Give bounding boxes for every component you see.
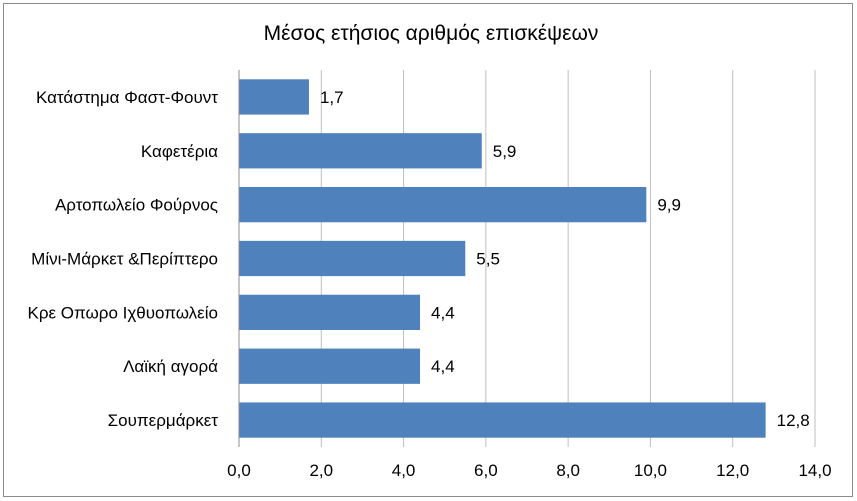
bar: [239, 294, 421, 330]
bar: [239, 348, 421, 384]
category-label: Σουπερμάρκετ: [108, 411, 219, 430]
category-label: Λαϊκή αγορά: [123, 357, 218, 376]
data-label: 5,5: [476, 250, 500, 269]
x-tick-label: 2,0: [309, 461, 333, 480]
bars: [239, 79, 766, 438]
x-tick-label: 6,0: [474, 461, 498, 480]
x-tick-label: 12,0: [716, 461, 749, 480]
x-tick-label: 8,0: [556, 461, 580, 480]
x-tick-labels: 0,0 2,0 4,0 6,0 8,0 10,0 12,0 14,0: [227, 461, 831, 480]
data-label: 5,9: [493, 142, 517, 161]
x-tick-label: 14,0: [798, 461, 831, 480]
chart-title: Μέσος ετήσιος αριθμός επισκέψεων: [264, 22, 599, 45]
x-tick-label: 10,0: [634, 461, 667, 480]
category-label: Κατάστημα Φαστ-Φουντ: [36, 88, 218, 107]
data-labels: 1,7 5,9 9,9 5,5 4,4 4,4 12,8: [320, 88, 810, 430]
category-labels: Κατάστημα Φαστ-Φουντ Καφετέρια Αρτοπωλείο …: [27, 88, 218, 430]
gridlines: [320, 70, 816, 447]
bar: [239, 187, 647, 223]
bar: [239, 402, 766, 438]
data-label: 4,4: [431, 357, 455, 376]
x-tick-label: 4,0: [392, 461, 416, 480]
data-label: 1,7: [320, 88, 344, 107]
category-label: Κρε Οπωρο Ιχθυοπωλείο: [27, 303, 218, 322]
category-label: Αρτοπωλείο Φούρνος: [55, 196, 218, 215]
x-tick-label: 0,0: [227, 461, 251, 480]
bar: [239, 79, 309, 115]
data-label: 12,8: [777, 411, 810, 430]
bar: [239, 133, 482, 169]
bar: [239, 240, 466, 277]
category-label: Καφετέρια: [141, 142, 218, 161]
data-label: 9,9: [657, 196, 681, 215]
category-label: Μίνι-Μάρκετ &Περίπτερο: [31, 250, 218, 269]
data-label: 4,4: [431, 303, 455, 322]
